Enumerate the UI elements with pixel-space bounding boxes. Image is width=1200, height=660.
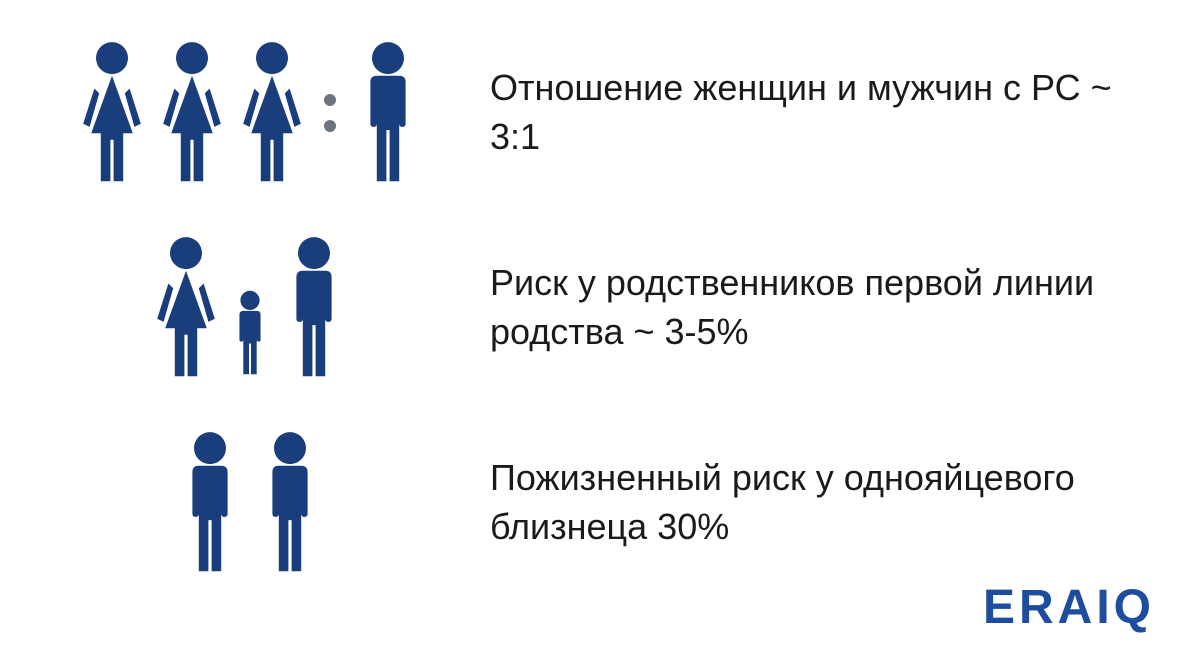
woman-icon [72,40,152,185]
brand-logo: ERAIQ [983,580,1155,635]
colon-dot [324,94,336,106]
man-icon [274,235,354,380]
row-twins: Пожизненный риск у однояйцевого близнеца… [40,430,1150,575]
woman-icon [146,235,226,380]
icon-group-twins [40,430,460,575]
man-icon [170,430,250,575]
child-icon [226,288,274,378]
row-ratio: Отношение женщин и мужчин с РС ~ 3:1 [40,40,1150,185]
row-family: Риск у родственников первой линии родств… [40,235,1150,380]
icon-group-family [40,235,460,380]
infographic-container: Отношение женщин и мужчин с РС ~ 3:1 Рис… [0,0,1200,575]
woman-icon [232,40,312,185]
man-icon [250,430,330,575]
family-text: Риск у родственников первой линии родств… [490,259,1150,356]
colon-separator [324,94,336,132]
colon-dot [324,120,336,132]
icon-group-ratio [40,40,460,185]
ratio-text: Отношение женщин и мужчин с РС ~ 3:1 [490,64,1150,161]
woman-icon [152,40,232,185]
man-icon [348,40,428,185]
twins-text: Пожизненный риск у однояйцевого близнеца… [490,454,1150,551]
